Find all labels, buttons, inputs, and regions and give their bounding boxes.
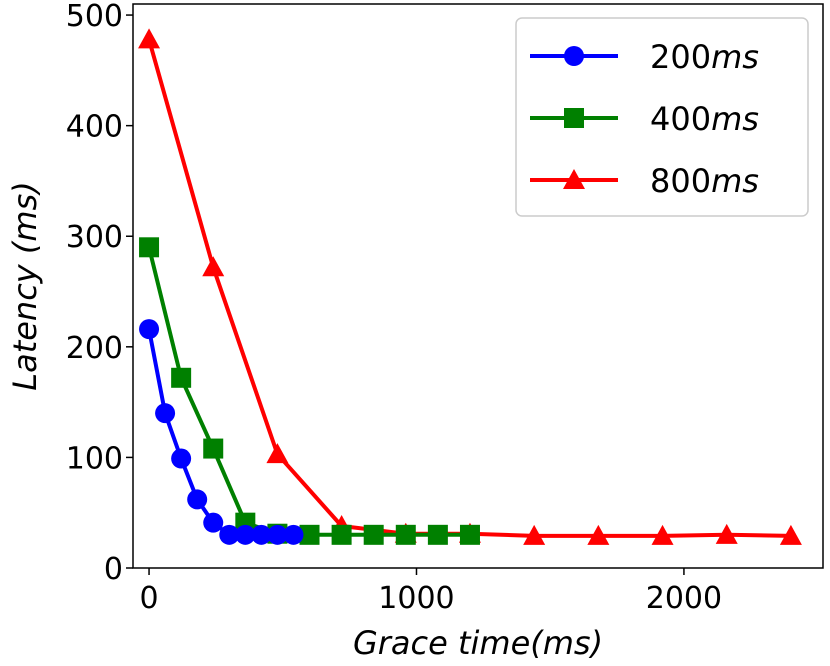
data-point-200ms xyxy=(267,524,288,545)
data-point-200ms xyxy=(283,524,304,545)
legend-marker-400ms xyxy=(564,108,584,128)
data-point-400ms xyxy=(171,367,192,388)
legend-label-400ms: 400ms xyxy=(650,100,759,138)
data-point-800ms xyxy=(779,524,802,545)
plot-area xyxy=(138,28,802,545)
y-tick-label: 0 xyxy=(104,552,123,587)
data-point-200ms xyxy=(187,489,208,510)
x-tick-label: 0 xyxy=(139,581,158,616)
data-point-200ms xyxy=(203,512,224,533)
data-point-400ms xyxy=(203,438,224,459)
y-axis-label: Latency (ms) xyxy=(6,181,44,390)
data-point-800ms xyxy=(266,443,289,464)
y-tick-label: 300 xyxy=(66,220,123,255)
legend-label-800ms: 800ms xyxy=(650,162,759,200)
x-tick-label: 1000 xyxy=(378,581,454,616)
data-point-800ms xyxy=(523,524,546,545)
data-point-800ms xyxy=(651,524,674,545)
legend-label-200ms: 200ms xyxy=(650,38,759,76)
axes: 0 1000 2000 0 100 200 300 400 500 Grace time(ms) L… xyxy=(6,0,824,662)
y-tick-label: 100 xyxy=(66,441,123,476)
legend-box xyxy=(515,17,809,217)
series-200ms xyxy=(139,319,304,545)
data-point-200ms xyxy=(219,524,240,545)
y-tick-label: 200 xyxy=(66,331,123,366)
data-point-400ms xyxy=(459,524,480,545)
data-point-200ms xyxy=(155,403,176,424)
legend-marker-800ms xyxy=(563,169,585,189)
series-400ms xyxy=(139,237,480,545)
data-point-200ms xyxy=(171,448,192,469)
data-point-400ms xyxy=(427,524,448,545)
x-tick-label: 2000 xyxy=(646,581,722,616)
data-point-400ms xyxy=(395,524,416,545)
legend: 200ms 400ms 800ms xyxy=(515,17,809,217)
plot-frame xyxy=(132,3,824,569)
data-point-800ms xyxy=(202,256,225,277)
legend-entry-800ms: 800ms xyxy=(530,162,759,200)
y-tick-label: 400 xyxy=(66,110,123,145)
data-point-400ms xyxy=(299,524,320,545)
y-tick-label: 500 xyxy=(66,0,123,34)
x-axis-label: Grace time(ms) xyxy=(353,624,603,662)
data-point-400ms xyxy=(363,524,384,545)
legend-marker-200ms xyxy=(564,46,584,66)
data-point-200ms xyxy=(235,524,256,545)
data-point-800ms xyxy=(587,524,610,545)
data-point-800ms xyxy=(715,523,738,544)
legend-entry-200ms: 200ms xyxy=(530,38,759,76)
data-point-400ms xyxy=(331,524,352,545)
data-point-400ms xyxy=(139,237,160,258)
data-point-200ms xyxy=(251,524,272,545)
legend-entry-400ms: 400ms xyxy=(530,100,759,138)
data-point-800ms xyxy=(138,28,161,49)
data-point-200ms xyxy=(139,319,160,340)
